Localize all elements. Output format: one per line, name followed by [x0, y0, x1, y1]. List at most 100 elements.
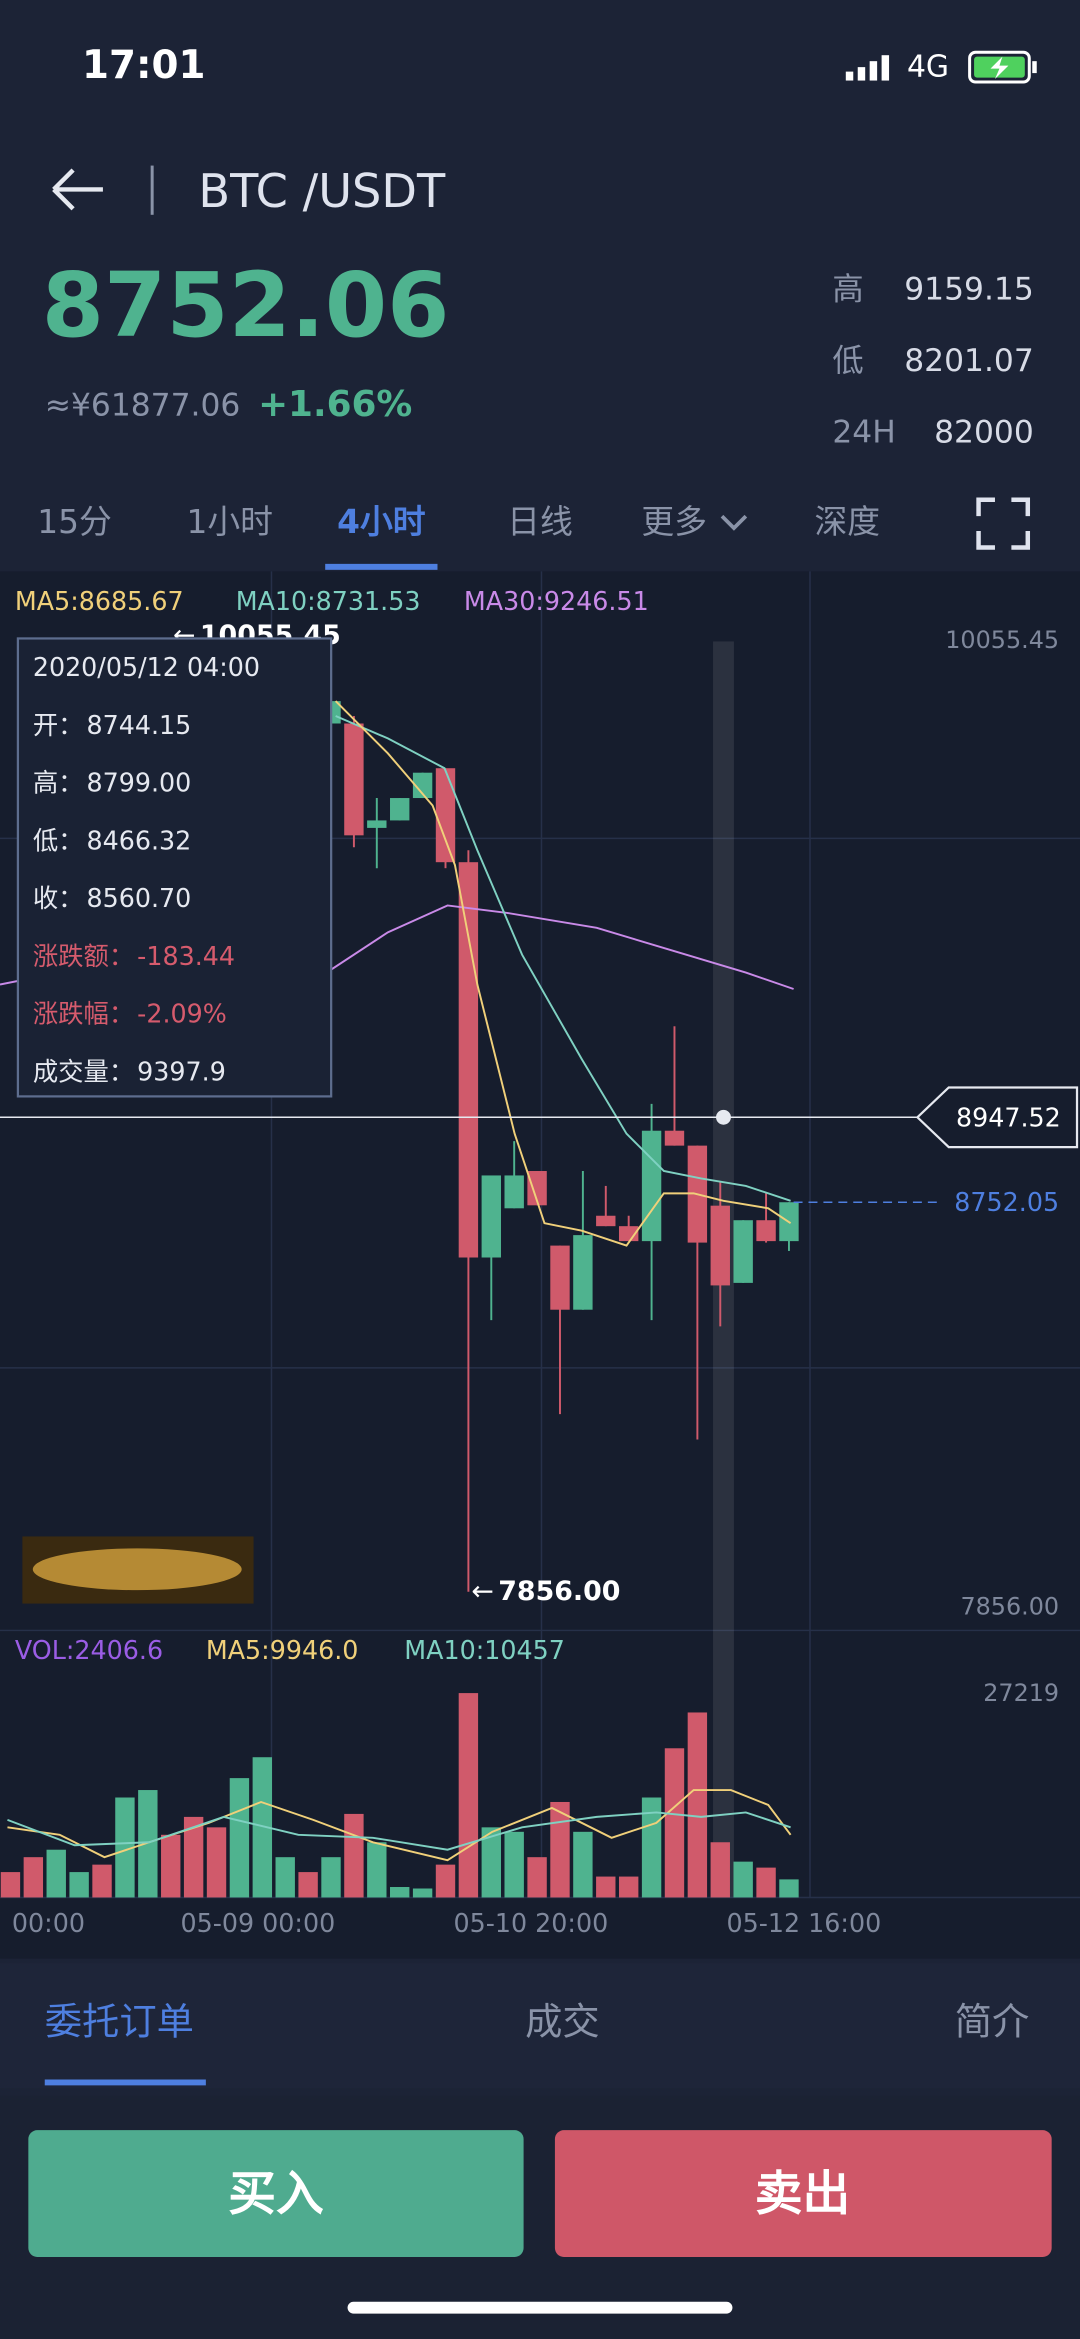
timeframe-tab[interactable]: 日线 [507, 503, 573, 541]
change: +1.66% [258, 384, 412, 425]
buy-label: 买入 [228, 2167, 324, 2222]
volume-bar [23, 1857, 44, 1898]
volume-bar [527, 1857, 547, 1898]
sell-label: 卖出 [755, 2167, 850, 2222]
volume-bar [298, 1872, 318, 1898]
back-button[interactable] [52, 168, 103, 211]
tooltip-value: 8799.00 [86, 768, 191, 798]
extreme-arrow: ← [471, 1576, 494, 1607]
price-tag [915, 1086, 1079, 1149]
volume-bar [779, 1879, 799, 1898]
volume-bar [710, 1842, 730, 1898]
volume-bar [206, 1827, 227, 1898]
timeframe-tab[interactable]: 深度 [814, 503, 880, 541]
sell-button[interactable] [554, 2130, 1052, 2257]
volume-bar [115, 1797, 135, 1898]
clock: 17:01 [82, 43, 205, 88]
tooltip-label: 高： [33, 768, 84, 798]
tooltip-value: -183.44 [137, 941, 235, 971]
volume-bar [0, 1872, 21, 1898]
fullscreen-button[interactable] [976, 497, 1031, 550]
stat-label: 24H [832, 415, 895, 451]
ma-legend: MA30:9246.51 [464, 586, 649, 616]
ma-legend: MA10:8731.53 [236, 586, 421, 616]
volume-bar [390, 1887, 410, 1898]
battery-icon [968, 50, 1037, 84]
last-price-label: 8752.05 [954, 1187, 1059, 1217]
volume-bar [435, 1864, 456, 1898]
vol-tick-label: 27219 [983, 1679, 1059, 1707]
candle-body [344, 723, 364, 836]
stat-value: 9159.15 [904, 271, 1034, 307]
tabs-bg [0, 1963, 1080, 2089]
volume-bar [481, 1827, 501, 1898]
volume-bar [573, 1831, 593, 1898]
volume-bar [596, 1876, 616, 1898]
volume-bar [733, 1861, 753, 1898]
candle-body [504, 1175, 524, 1209]
tooltip-value: 8466.32 [86, 825, 191, 855]
candle-body [527, 1171, 547, 1206]
overlay: 10055.4510055.45←7856.007856.00←2721900:… [0, 620, 1079, 1938]
candle-body [756, 1220, 776, 1242]
volume-bar [183, 1816, 204, 1898]
volume-bar [321, 1857, 341, 1898]
tooltip-label: 开： [33, 710, 84, 740]
tooltip: 2020/05/12 04:00 开： 8744.15高： 8799.00低： 8466… [16, 637, 333, 1098]
crosshair-price: 8947.52 [956, 1102, 1061, 1132]
tooltip-value: -2.09% [137, 999, 227, 1029]
tooltip-label: 收： [33, 883, 84, 913]
cny-price: ≈¥61877.06 [45, 388, 241, 424]
volume-bar [687, 1712, 708, 1898]
tooltip-label: 成交量： [33, 1056, 134, 1086]
network: 4G [907, 50, 949, 85]
candle-body [664, 1130, 685, 1146]
buy-button[interactable] [28, 2130, 524, 2257]
vol-legend: MA5:9946.0 [206, 1635, 359, 1665]
signal-icon [845, 55, 890, 81]
volume-bar [252, 1757, 273, 1898]
tooltip-label: 涨跌额： [33, 941, 134, 971]
crosshair-dot [716, 1109, 731, 1125]
volume-bar [664, 1748, 685, 1898]
volume-bar [69, 1872, 89, 1898]
volume-bar [92, 1864, 112, 1898]
volume-bar [138, 1790, 158, 1898]
candle-body [641, 1130, 662, 1242]
volume-bar [550, 1801, 570, 1898]
candle-body [550, 1245, 570, 1310]
bottom-tab[interactable]: 简介 [955, 1999, 1030, 2043]
candle-body [390, 798, 410, 821]
volume-bar [344, 1813, 364, 1898]
bottom-tab[interactable]: 成交 [525, 1999, 600, 2043]
bottom-tab[interactable]: 委托订单 [45, 1999, 194, 2043]
tooltip-value: 9397.9 [137, 1056, 226, 1086]
stat-value: 82000 [934, 415, 1034, 451]
ma-legend: MA5:8685.67 [15, 586, 184, 616]
volume-bar [618, 1876, 639, 1898]
vol-legend: MA10:10457 [404, 1635, 565, 1665]
volume-bar [458, 1693, 479, 1898]
timeframe-tab[interactable]: 更多 [641, 503, 707, 541]
stat-value: 8201.07 [904, 343, 1034, 379]
y-tick-label: 7856.00 [960, 1593, 1059, 1621]
x-tick-label: 00:00 [12, 1908, 85, 1938]
timeframe-tab[interactable]: 1小时 [186, 503, 272, 541]
extreme-marker: 7856.00 [498, 1576, 620, 1607]
volume-bar [412, 1888, 433, 1898]
tooltip-label: 涨跌幅： [33, 999, 134, 1029]
timeframe-tab[interactable]: 15分 [37, 503, 112, 541]
y-tick-label: 10055.45 [945, 626, 1059, 654]
candle-body [733, 1220, 753, 1283]
tab-indicator [325, 563, 438, 570]
tooltip-value: 8744.15 [86, 710, 191, 740]
candle-body [481, 1175, 501, 1258]
vol-legend: VOL:2406.6 [15, 1635, 163, 1665]
candle-body [458, 862, 479, 1258]
candle-body [573, 1235, 593, 1310]
timeframe-tab[interactable]: 4小时 [337, 503, 426, 541]
tooltip-label: 低： [33, 825, 84, 855]
tooltip-date: 2020/05/12 04:00 [33, 652, 260, 682]
volume-bar [161, 1834, 181, 1898]
